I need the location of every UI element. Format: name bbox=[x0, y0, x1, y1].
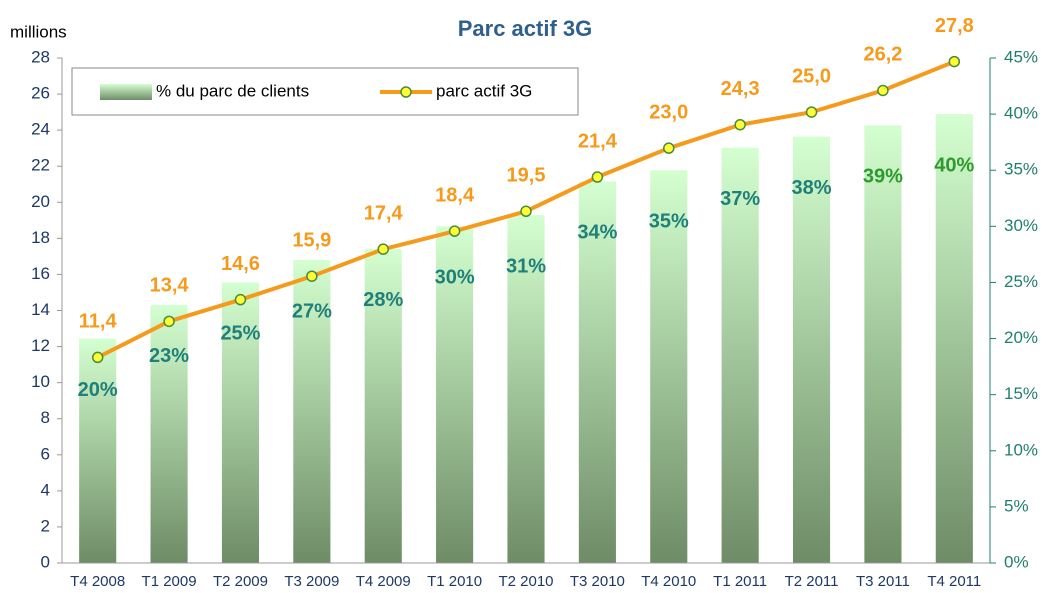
bar bbox=[293, 260, 331, 563]
line-value-label: 23,0 bbox=[649, 101, 688, 123]
legend-box bbox=[71, 67, 579, 116]
line-marker bbox=[163, 315, 175, 328]
y2-tick-label: 40% bbox=[1004, 104, 1038, 123]
legend-label: parc actif 3G bbox=[436, 81, 532, 100]
bar-value-label: 20% bbox=[78, 379, 118, 401]
legend-marker bbox=[400, 86, 412, 98]
x-tick-label: T4 2009 bbox=[356, 573, 411, 590]
y-tick-label: 28 bbox=[31, 47, 50, 66]
line-value-label: 17,4 bbox=[364, 202, 404, 224]
x-tick-label: T2 2009 bbox=[213, 573, 268, 590]
bar-value-label: 28% bbox=[363, 289, 403, 311]
x-tick-label: T4 2011 bbox=[927, 573, 981, 590]
bar bbox=[364, 248, 402, 563]
bar-value-label: 40% bbox=[934, 154, 974, 176]
y-tick-label: 20 bbox=[31, 192, 50, 211]
bar-value-label: 23% bbox=[149, 345, 189, 367]
bar-value-label: 31% bbox=[506, 255, 546, 277]
line-value-label: 14,6 bbox=[221, 253, 260, 275]
y2-tick-label: 25% bbox=[1004, 272, 1038, 291]
y-tick-label: 16 bbox=[31, 264, 50, 283]
line-marker bbox=[448, 225, 461, 237]
y-tick-label: 22 bbox=[31, 156, 50, 175]
bar bbox=[436, 226, 474, 564]
line-value-label: 19,5 bbox=[507, 165, 546, 187]
line-marker bbox=[805, 106, 818, 118]
bar-value-label: 34% bbox=[577, 222, 617, 244]
line-value-label: 15,9 bbox=[292, 230, 331, 252]
y-tick-label: 0 bbox=[41, 552, 50, 571]
line-marker bbox=[377, 243, 389, 255]
legend-swatch bbox=[100, 84, 152, 100]
y2-tick-label: 35% bbox=[1004, 160, 1038, 179]
line-marker bbox=[948, 55, 961, 68]
y2-tick-label: 15% bbox=[1004, 384, 1038, 403]
line-value-label: 13,4 bbox=[150, 275, 190, 297]
y2-tick-label: 5% bbox=[1004, 496, 1029, 515]
x-tick-label: T3 2010 bbox=[570, 573, 625, 590]
x-tick-label: T1 2009 bbox=[142, 573, 197, 590]
line-marker bbox=[734, 118, 746, 131]
bar-value-label: 35% bbox=[649, 211, 689, 233]
line-value-label: 18,4 bbox=[435, 184, 475, 206]
x-tick-label: T2 2010 bbox=[498, 573, 553, 590]
line-value-label: 27,8 bbox=[935, 15, 974, 37]
line-marker bbox=[591, 171, 604, 183]
y2-tick-label: 30% bbox=[1004, 216, 1038, 235]
legend-label: % du parc de clients bbox=[156, 81, 309, 100]
x-tick-label: T1 2010 bbox=[427, 573, 482, 590]
y-tick-label: 24 bbox=[31, 120, 50, 139]
bar bbox=[79, 338, 117, 563]
line-marker bbox=[91, 351, 104, 364]
x-tick-label: T4 2010 bbox=[641, 573, 696, 590]
y-tick-label: 8 bbox=[41, 408, 50, 427]
y2-tick-label: 0% bbox=[1004, 552, 1029, 571]
bar bbox=[507, 215, 545, 563]
y-tick-label: 6 bbox=[41, 444, 50, 463]
bar bbox=[935, 114, 973, 563]
x-tick-label: T4 2008 bbox=[70, 573, 125, 590]
y2-tick-label: 10% bbox=[1004, 440, 1038, 459]
bar bbox=[221, 282, 260, 563]
bar-value-label: 39% bbox=[863, 166, 903, 188]
bar bbox=[578, 181, 616, 563]
y-tick-label: 10 bbox=[31, 372, 50, 391]
bar bbox=[792, 136, 831, 564]
x-tick-label: T2 2011 bbox=[785, 573, 839, 590]
bar bbox=[721, 147, 759, 563]
y-tick-label: 26 bbox=[31, 84, 50, 103]
y-tick-label: 18 bbox=[31, 228, 50, 247]
line-value-label: 25,0 bbox=[792, 65, 831, 87]
line-marker bbox=[877, 84, 889, 97]
line-marker bbox=[520, 205, 532, 218]
x-tick-label: T3 2011 bbox=[856, 573, 910, 590]
line-value-label: 26,2 bbox=[863, 44, 902, 66]
x-tick-label: T1 2011 bbox=[713, 573, 767, 590]
bar bbox=[150, 304, 188, 563]
y-tick-label: 14 bbox=[31, 300, 50, 319]
line-marker bbox=[306, 270, 318, 282]
chart-title: Parc actif 3G bbox=[458, 16, 593, 41]
line-value-label: 21,4 bbox=[578, 130, 618, 152]
bar-value-label: 27% bbox=[292, 300, 332, 322]
y2-tick-label: 20% bbox=[1004, 328, 1038, 347]
line-marker bbox=[234, 293, 247, 306]
bar-value-label: 25% bbox=[220, 323, 260, 345]
x-tick-label: T3 2009 bbox=[284, 573, 339, 590]
line-value-label: 24,3 bbox=[721, 78, 760, 100]
y-axis-label: millions bbox=[10, 22, 67, 41]
line-marker bbox=[663, 142, 675, 154]
bar bbox=[650, 170, 688, 563]
bar-value-label: 38% bbox=[792, 177, 832, 199]
bar-value-label: 30% bbox=[435, 267, 475, 289]
bar bbox=[864, 125, 902, 563]
y2-tick-label: 45% bbox=[1004, 47, 1038, 66]
line-value-label: 11,4 bbox=[79, 311, 118, 333]
y-tick-label: 12 bbox=[31, 336, 50, 355]
y-tick-label: 4 bbox=[41, 480, 50, 499]
y-tick-label: 2 bbox=[41, 516, 50, 535]
bar-value-label: 37% bbox=[720, 188, 760, 210]
